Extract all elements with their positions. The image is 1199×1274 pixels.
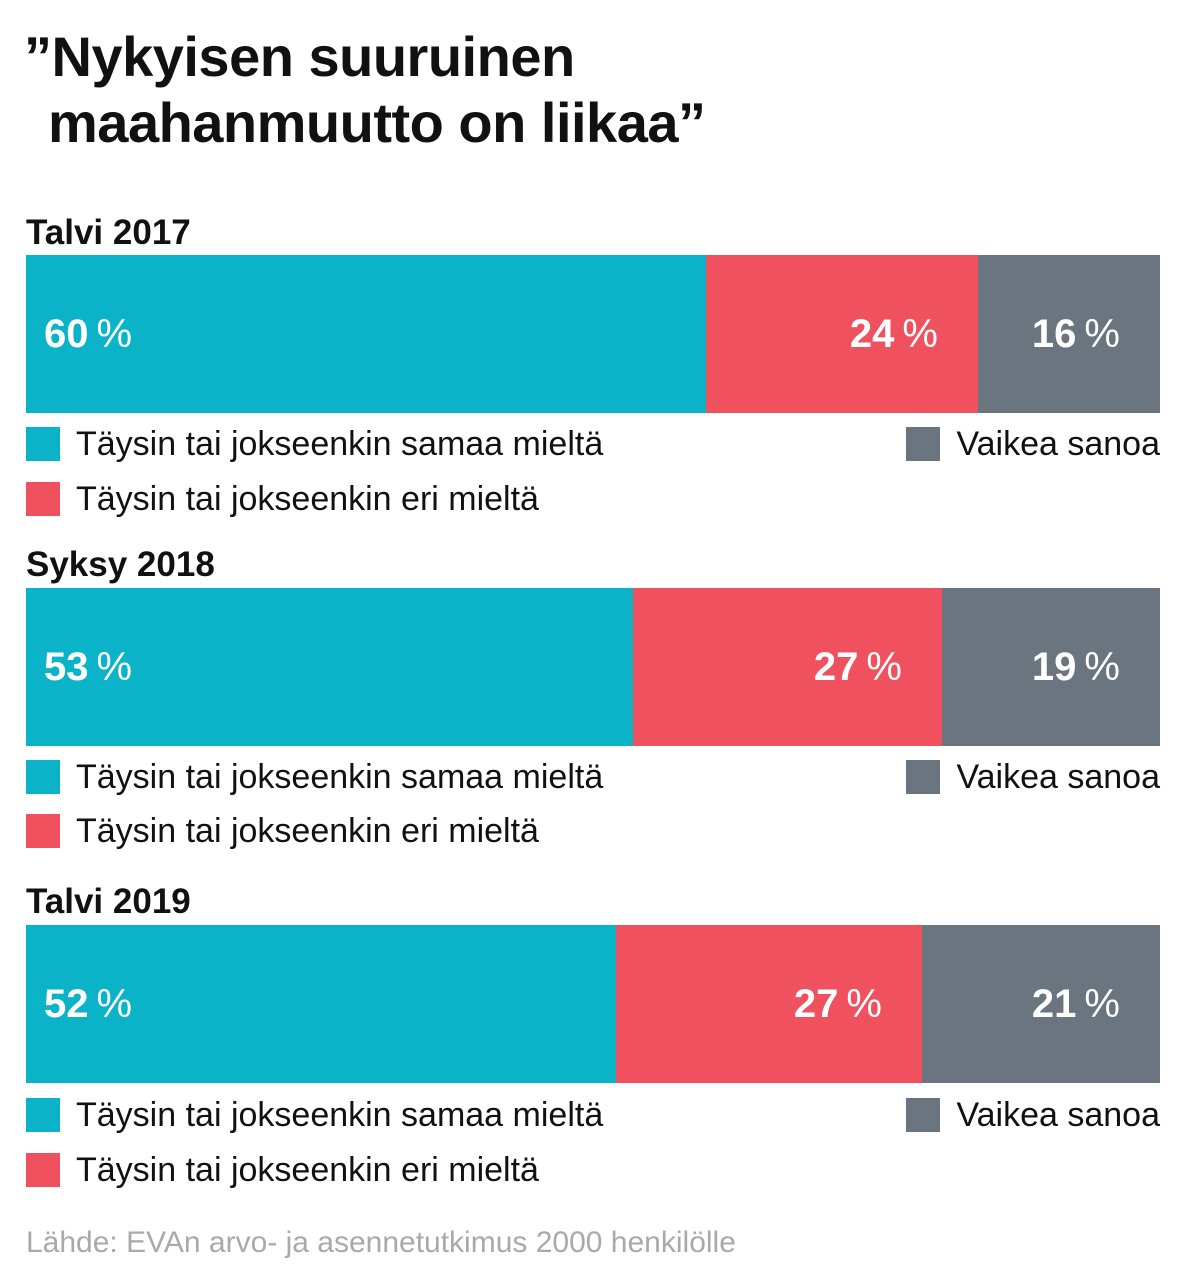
legend-item-dontknow: Vaikea sanoa: [906, 1095, 1160, 1135]
legend-item-agree: Täysin tai jokseenkin samaa mieltä: [26, 1095, 603, 1135]
legend-item-disagree: Täysin tai jokseenkin eri mieltä: [26, 479, 539, 519]
data-label: 19%: [1032, 588, 1120, 746]
data-label-value: 16: [1031, 311, 1077, 356]
legend-label: Täysin tai jokseenkin eri mieltä: [76, 812, 539, 850]
data-label-value: 19: [1031, 644, 1077, 689]
legend-item-disagree: Täysin tai jokseenkin eri mieltä: [26, 1150, 539, 1190]
source-note: Lähde: EVAn arvo- ja asennetutkimus 2000…: [26, 1226, 736, 1259]
data-label-value: 27: [813, 644, 859, 689]
legend-swatch: [26, 760, 60, 794]
data-label: 27%: [814, 588, 902, 746]
data-label-unit: %: [866, 644, 902, 689]
data-label-unit: %: [1084, 311, 1120, 356]
legend-label: Täysin tai jokseenkin eri mieltä: [76, 1151, 539, 1189]
legend-item-agree: Täysin tai jokseenkin samaa mieltä: [26, 424, 603, 464]
stacked-bar: 60% 24% 16%: [26, 255, 1160, 413]
bar-segment-dontknow: 21%: [922, 925, 1160, 1083]
legend-label: Täysin tai jokseenkin samaa mieltä: [76, 758, 604, 796]
group-title: Syksy 2018: [26, 545, 215, 584]
data-label: 27%: [794, 925, 882, 1083]
bar-segment-disagree: 24%: [706, 255, 978, 413]
data-label-value: 24: [849, 311, 895, 356]
group-title: Talvi 2019: [26, 882, 191, 921]
legend-item-dontknow: Vaikea sanoa: [906, 757, 1160, 797]
legend-label: Vaikea sanoa: [956, 1096, 1160, 1134]
data-label-value: 27: [793, 981, 839, 1026]
data-label-unit: %: [96, 981, 133, 1026]
legend-swatch: [906, 427, 941, 461]
data-label-value: 21: [1031, 981, 1077, 1026]
title-line-2: maahanmuutto on liikaa”: [48, 91, 706, 154]
data-label-unit: %: [902, 311, 938, 356]
data-label-unit: %: [96, 644, 133, 689]
data-label-value: 60: [44, 311, 89, 356]
group-title: Talvi 2017: [26, 213, 191, 252]
legend-label: Täysin tai jokseenkin samaa mieltä: [76, 425, 604, 463]
data-label: 21%: [1032, 925, 1120, 1083]
legend-swatch: [26, 1153, 60, 1187]
data-label-value: 52: [44, 981, 89, 1026]
bar-segment-dontknow: 19%: [942, 588, 1160, 746]
legend-swatch: [26, 1098, 60, 1132]
legend-swatch: [906, 1098, 941, 1132]
data-label: 16%: [1032, 255, 1120, 413]
legend-label: Täysin tai jokseenkin eri mieltä: [76, 480, 539, 518]
data-label: 52%: [44, 925, 132, 1083]
legend-swatch: [26, 482, 60, 516]
legend-item-disagree: Täysin tai jokseenkin eri mieltä: [26, 811, 539, 851]
data-label-unit: %: [1084, 981, 1120, 1026]
bar-segment-disagree: 27%: [633, 588, 942, 746]
data-label: 24%: [850, 255, 938, 413]
legend-label: Vaikea sanoa: [956, 425, 1160, 463]
data-label-value: 53: [44, 644, 89, 689]
data-label-unit: %: [846, 981, 882, 1026]
bar-segment-agree: 52%: [26, 925, 616, 1083]
legend-label: Vaikea sanoa: [956, 758, 1160, 796]
data-label-unit: %: [1084, 644, 1120, 689]
legend-label: Täysin tai jokseenkin samaa mieltä: [76, 1096, 604, 1134]
legend-item-dontknow: Vaikea sanoa: [906, 424, 1160, 464]
chart-title: ”Nykyisen suuruinen maahanmuutto on liik…: [24, 24, 706, 156]
legend-item-agree: Täysin tai jokseenkin samaa mieltä: [26, 757, 603, 797]
legend-swatch: [906, 760, 941, 794]
bar-segment-agree: 60%: [26, 255, 706, 413]
data-label: 53%: [44, 588, 132, 746]
bar-segment-dontknow: 16%: [978, 255, 1160, 413]
data-label-unit: %: [96, 311, 133, 356]
bar-segment-disagree: 27%: [616, 925, 922, 1083]
stacked-bar: 53% 27% 19%: [26, 588, 1160, 746]
legend-swatch: [26, 814, 60, 848]
bar-segment-agree: 53%: [26, 588, 633, 746]
legend-swatch: [26, 427, 60, 461]
stacked-bar: 52% 27% 21%: [26, 925, 1160, 1083]
data-label: 60%: [44, 255, 132, 413]
title-line-1: ”Nykyisen suuruinen: [24, 25, 575, 88]
